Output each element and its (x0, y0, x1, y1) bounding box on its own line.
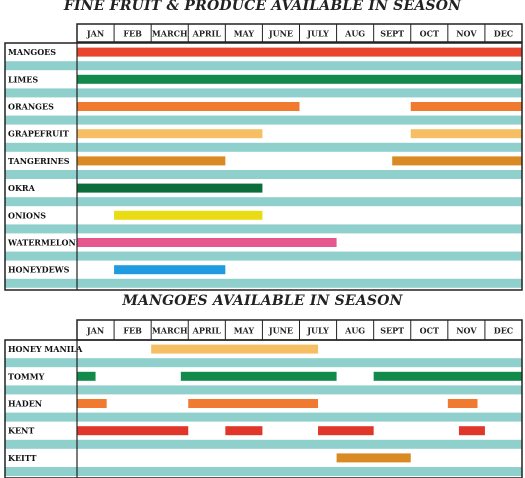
produce-season-bar (77, 74, 522, 84)
mango-season-bar (318, 426, 374, 436)
mango-month-label: APRIL (192, 326, 222, 336)
mango-row-label: HADEN (8, 399, 42, 409)
produce-row-label: TANGERINES (8, 156, 70, 166)
mango-season-bar (458, 426, 485, 436)
mango-season-bar (151, 344, 319, 354)
mango-season-bar (180, 371, 337, 381)
produce-season-bar (77, 47, 522, 57)
produce-row-band (5, 278, 522, 288)
mango-month-label: DEC (494, 326, 513, 336)
produce-row-band (5, 61, 522, 71)
produce-row-label: LIMES (8, 74, 38, 84)
chart-title-mangoes: MANGOES AVAILABLE IN SEASON (122, 293, 403, 309)
mango-season-bar (77, 399, 107, 408)
produce-row-label: HONEYDEWS (8, 265, 70, 275)
produce-chart-frame (4, 42, 523, 291)
produce-season-bar (410, 129, 522, 139)
produce-month-label: SEPT (380, 29, 404, 39)
produce-season-bar (77, 102, 300, 111)
produce-month-label: JAN (86, 29, 104, 39)
produce-row-band (5, 170, 522, 179)
mango-month-label: JUNE (268, 326, 293, 336)
produce-row-band (5, 115, 522, 125)
produce-month-label: DEC (494, 29, 513, 39)
mango-row-band (5, 467, 522, 476)
produce-month-label: JUNE (268, 29, 293, 39)
mango-season-bar (225, 426, 263, 436)
mango-row-band (5, 412, 522, 422)
mango-season-bar (373, 371, 522, 381)
mango-month-label: AUG (344, 326, 365, 336)
produce-row-band (5, 224, 522, 234)
mango-row-band (5, 385, 522, 395)
produce-month-label: FEB (123, 29, 142, 39)
produce-season-bar (392, 156, 522, 166)
mango-month-label: OCT (420, 326, 439, 336)
mango-month-label: FEB (123, 326, 142, 336)
produce-month-label: NOV (456, 29, 477, 39)
mango-chart-frame (4, 339, 523, 478)
mango-season-bar (447, 399, 478, 408)
produce-season-bar (77, 183, 263, 193)
produce-season-bar (77, 238, 337, 247)
produce-month-label: AUG (344, 29, 365, 39)
produce-month-label: MAY (234, 29, 255, 39)
produce-month-label: OCT (420, 29, 439, 39)
produce-row-label: MANGOES (8, 47, 56, 57)
produce-row-band (5, 88, 522, 98)
mango-month-label: JAN (86, 326, 104, 336)
mango-season-bar (188, 399, 319, 408)
mango-season-bar (336, 453, 411, 463)
mango-row-label: HONEY MANILA (8, 344, 83, 354)
mango-month-label: NOV (456, 326, 477, 336)
produce-month-label: APRIL (192, 29, 222, 39)
mango-month-label: JULY (306, 326, 329, 336)
mango-row-label: TOMMY (8, 371, 45, 381)
produce-month-label: MARCH (152, 29, 188, 39)
mango-month-label: MARCH (152, 326, 188, 336)
produce-row-label: OKRA (8, 183, 36, 193)
mango-row-band (5, 358, 522, 368)
produce-season-bar (77, 129, 263, 139)
mango-row-label: KEITT (8, 453, 36, 463)
produce-row-band (5, 251, 522, 261)
mango-row-label: KENT (8, 426, 34, 436)
produce-season-bar (410, 102, 522, 111)
mango-month-label: SEPT (380, 326, 404, 336)
chart-title-produce: FINE FRUIT & PRODUCE AVAILABLE IN SEASON (63, 0, 462, 14)
produce-row-label: GRAPEFRUIT (8, 129, 69, 139)
mango-month-label: MAY (234, 326, 255, 336)
produce-row-label: ONIONS (8, 210, 46, 220)
produce-season-bar (114, 210, 263, 220)
produce-row-band (5, 197, 522, 207)
produce-row-band (5, 142, 522, 152)
mango-season-bar (77, 371, 96, 381)
mango-row-band (5, 439, 522, 449)
produce-season-bar (114, 265, 226, 275)
mango-season-bar (77, 426, 189, 436)
produce-row-label: ORANGES (8, 102, 54, 112)
produce-season-bar (77, 156, 226, 166)
produce-row-label: WATERMELONS (7, 238, 82, 248)
produce-month-label: JULY (306, 29, 329, 39)
